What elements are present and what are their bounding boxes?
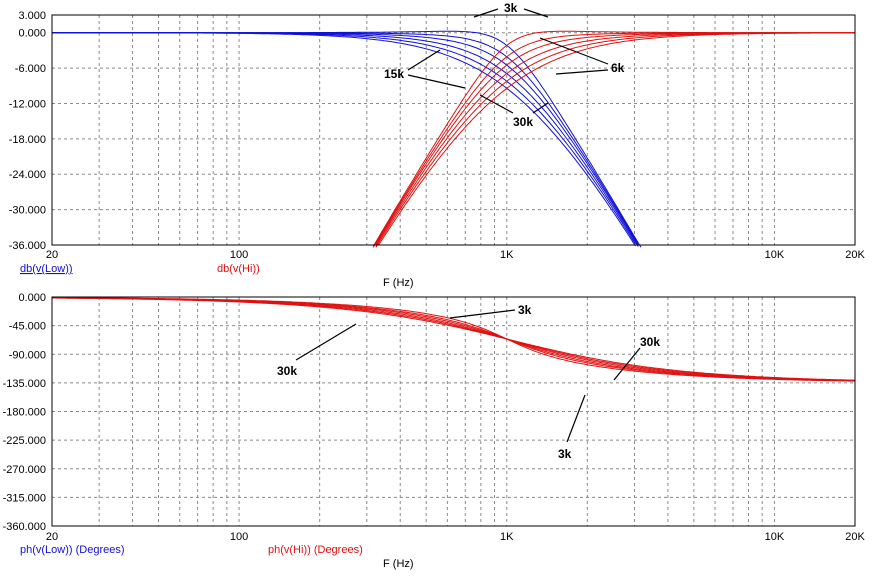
magnitude-x-ticks: 20 100 1K 10K 20K [46, 249, 866, 261]
phase-grid [52, 297, 855, 526]
x-tick-label: 100 [230, 531, 248, 543]
y-tick-label: -24.000 [9, 169, 46, 181]
y-tick-label: -225.000 [3, 435, 46, 447]
series-line-low-4 [52, 32, 636, 245]
y-tick-label: -12.000 [9, 98, 46, 110]
phase-curves [51, 297, 856, 382]
annotation-30k-phase-right: 30k [640, 335, 660, 349]
y-tick-label: -90.000 [9, 349, 46, 361]
annotation-arrow [566, 394, 586, 443]
phase-panel: 0.000 -45.000 -90.000 -135.000 -180.000 -225.… [3, 292, 866, 570]
magnitude-curves [52, 30, 855, 248]
x-tick-label: 10K [765, 249, 785, 261]
y-tick-label: 0.000 [18, 28, 46, 40]
annotation-3k-top: 3k [504, 1, 518, 15]
phase-frame [51, 296, 856, 527]
series-line-hi-11 [378, 32, 855, 246]
phase-y-ticks: 0.000 -45.000 -90.000 -135.000 -180.000 -225.… [3, 292, 46, 533]
magnitude-panel: 3.000 0.000 -6.000 -12.000 -18.000 -24.000 -30… [9, 1, 866, 289]
annotation-30k-top: 30k [513, 115, 533, 129]
magnitude-y-ticks: 3.000 0.000 -6.000 -12.000 -18.000 -24.000 -30… [9, 10, 46, 252]
y-tick-label: -270.000 [3, 464, 46, 476]
y-tick-label: -18.000 [9, 134, 46, 146]
x-tick-label: 20K [845, 531, 865, 543]
annotation-arrow [295, 323, 357, 361]
trace-label-db-low[interactable]: db(v(Low)) [20, 263, 73, 275]
x-tick-label: 1K [500, 531, 514, 543]
annotation-15k: 15k [384, 67, 404, 81]
annotation-3k-phase-bottom: 3k [558, 447, 572, 461]
y-tick-label: -135.000 [3, 378, 46, 390]
phase-annotations [295, 309, 641, 443]
y-tick-label: 0.000 [18, 292, 46, 304]
annotation-30k-phase-left: 30k [277, 364, 297, 378]
annotation-arrow [532, 102, 549, 114]
y-tick-label: -36.000 [9, 240, 46, 252]
y-tick-label: -45.000 [9, 321, 46, 333]
trace-label-ph-hi[interactable]: ph(v(Hi)) (Degrees) [268, 544, 363, 556]
x-tick-label: 1K [500, 249, 514, 261]
trace-label-db-hi[interactable]: db(v(Hi)) [217, 263, 260, 275]
y-tick-label: -360.000 [3, 521, 46, 533]
series-line-low-1 [52, 32, 639, 245]
y-tick-label: -180.000 [3, 407, 46, 419]
annotation-arrow [539, 37, 609, 65]
x-tick-label: 20K [845, 249, 865, 261]
annotation-arrow [479, 94, 514, 114]
annotation-arrow [407, 74, 466, 89]
trace-label-ph-low[interactable]: ph(v(Low)) (Degrees) [20, 544, 125, 556]
phase-series-line-0 [52, 297, 855, 382]
y-tick-label: -315.000 [3, 492, 46, 504]
y-tick-label: -6.000 [15, 63, 46, 75]
annotation-arrow [449, 309, 516, 319]
magnitude-frame [51, 14, 856, 246]
x-tick-label: 10K [765, 531, 785, 543]
y-tick-label: 3.000 [18, 10, 46, 22]
y-tick-label: -30.000 [9, 205, 46, 217]
series-line-low-3 [52, 32, 639, 247]
annotation-arrow [473, 8, 499, 18]
series-line-low-5 [52, 32, 636, 247]
phase-series-line-1 [52, 297, 856, 382]
phase-series-line-5 [52, 297, 856, 381]
x-tick-label: 100 [230, 249, 248, 261]
phase-series-line-2 [52, 297, 856, 382]
phase-x-ticks: 20 100 1K 10K 20K [46, 531, 866, 543]
annotation-arrow [555, 69, 609, 75]
x-tick-label: 20 [46, 531, 58, 543]
phase-x-axis-label: F (Hz) [383, 558, 414, 570]
annotation-arrow [407, 49, 441, 71]
x-tick-label: 20 [46, 249, 58, 261]
annotation-arrow [613, 347, 641, 381]
phase-series-line-4 [52, 297, 856, 381]
annotation-6k: 6k [611, 61, 625, 75]
annotation-arrow [523, 8, 549, 18]
annotation-3k-phase-top: 3k [518, 303, 532, 317]
phase-series-line-3 [51, 297, 856, 382]
magnitude-x-axis-label: F (Hz) [383, 277, 414, 289]
magnitude-annotations [407, 8, 609, 114]
